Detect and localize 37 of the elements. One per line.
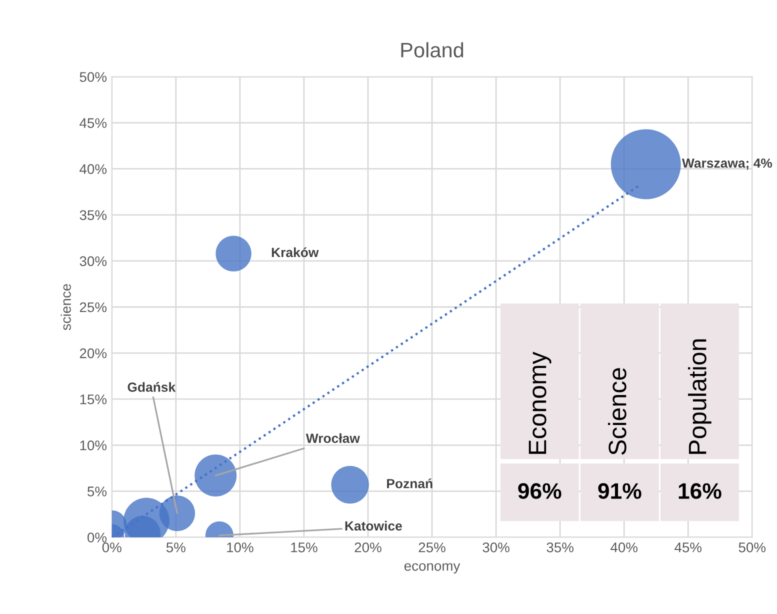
annotation: Poznań: [387, 478, 432, 488]
x-axis-title: economy: [404, 563, 460, 574]
text: 16%: [678, 483, 722, 499]
y-tick-label: 15%: [80, 394, 107, 404]
annotation: Gdańsk: [128, 382, 176, 392]
y-tick-label: 30%: [80, 256, 107, 266]
x-tick-label: 40%: [610, 542, 638, 552]
y-tick-label: 40%: [80, 164, 107, 174]
x-tick-label: 50%: [738, 542, 766, 552]
text: 96%: [518, 483, 562, 499]
annotation: Katowice: [345, 520, 402, 531]
y-tick-label: 25%: [80, 302, 107, 312]
y-tick-label: 5%: [88, 486, 107, 496]
chart-title: Poland: [401, 42, 464, 58]
y-tick-label: 10%: [80, 440, 107, 450]
y-axis-title: science: [60, 284, 71, 330]
x-tick-label: 45%: [674, 542, 702, 552]
x-tick-label: 10%: [227, 542, 254, 552]
category-label: Population: [688, 339, 712, 454]
y-tick-label: 0%: [87, 532, 107, 542]
annotation: Warszawa; 4%: [682, 158, 772, 170]
x-tick-label: 20%: [354, 542, 382, 552]
annotation: Wrocław: [306, 433, 360, 443]
x-tick-label: 25%: [418, 542, 446, 552]
y-tick-label: 20%: [80, 348, 107, 358]
y-tick-label: 50%: [80, 72, 107, 82]
x-tick-label: 5%: [166, 542, 186, 552]
x-tick-label: 15%: [291, 542, 318, 552]
x-tick-label: 0%: [102, 542, 122, 552]
y-tick-label: 45%: [80, 118, 107, 128]
category-label: Science: [608, 368, 626, 455]
x-tick-label: 35%: [546, 542, 574, 552]
y-tick-label: 35%: [80, 210, 107, 220]
text: 91%: [598, 483, 642, 499]
category-label: Economy: [528, 352, 552, 454]
annotation: Kraków: [272, 247, 319, 258]
x-tick-label: 30%: [482, 542, 510, 552]
